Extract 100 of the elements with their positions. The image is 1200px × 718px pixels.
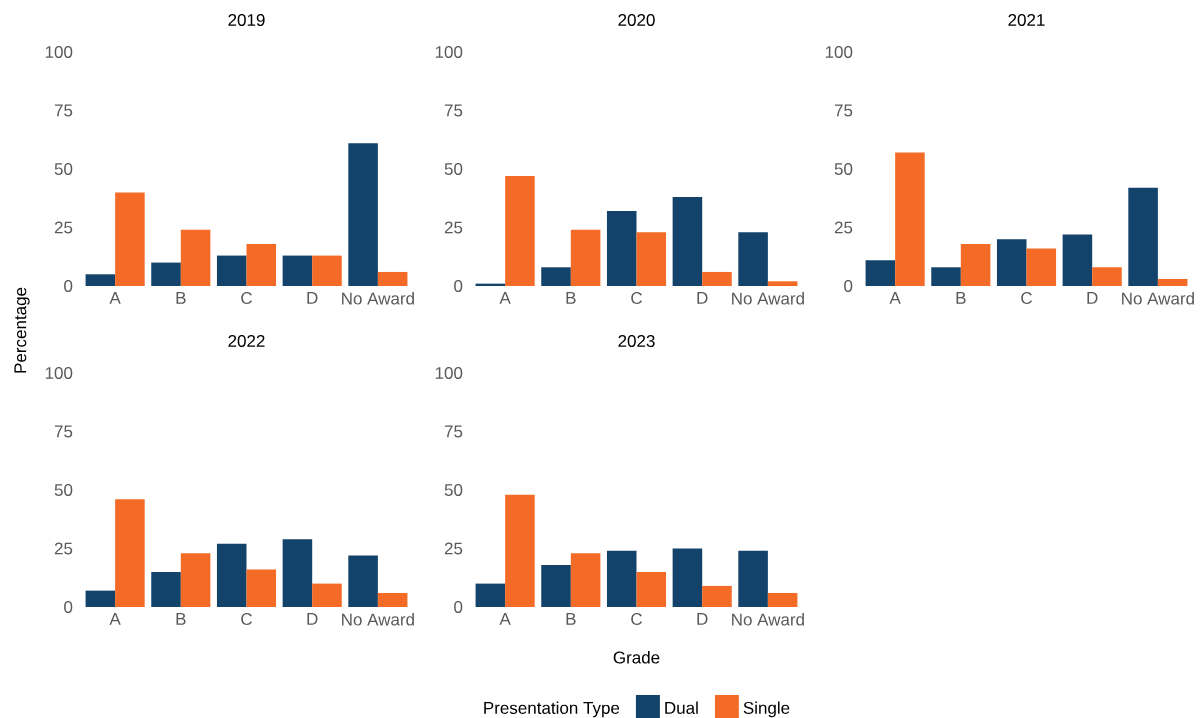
bar <box>996 239 1027 286</box>
bar <box>180 229 211 286</box>
bar <box>672 197 703 286</box>
y-axis-title: Percentage <box>14 287 30 373</box>
bar <box>672 548 703 607</box>
y-tick-label: 25 <box>54 221 73 234</box>
legend-label: Dual <box>665 701 698 714</box>
x-tick-label: No Award <box>732 613 804 626</box>
bar <box>1157 278 1188 286</box>
x-tick-label: B <box>176 292 186 304</box>
x-tick-label: No Award <box>342 613 414 626</box>
y-tick-label: 0 <box>844 279 853 292</box>
bar <box>282 255 313 286</box>
bar <box>767 281 798 286</box>
y-tick-label: 0 <box>454 600 463 614</box>
x-tick-label: C <box>241 613 252 626</box>
y-tick-label: 50 <box>834 162 853 175</box>
y-tick-label: 25 <box>444 542 463 555</box>
bar <box>505 176 535 286</box>
x-tick-label: No Award <box>732 292 804 305</box>
bar <box>767 592 798 607</box>
bar <box>960 243 991 286</box>
chart-title: 2020 <box>618 13 655 26</box>
bar <box>151 571 181 607</box>
y-tick-label: 50 <box>444 162 463 175</box>
x-tick-label: B <box>566 613 576 625</box>
bar <box>1026 248 1057 286</box>
x-tick-label: D <box>1087 292 1098 304</box>
bar <box>377 271 408 286</box>
y-tick-label: 75 <box>54 104 73 117</box>
y-tick-label: 100 <box>435 366 463 380</box>
legend-title: Presentation Type <box>484 701 620 718</box>
x-axis-title: Grade <box>613 651 660 664</box>
bar <box>541 564 571 607</box>
y-tick-label: 75 <box>444 104 463 117</box>
chart-title: 2021 <box>1008 13 1045 26</box>
bar <box>702 271 732 286</box>
y-tick-label: 25 <box>834 221 853 234</box>
bar <box>246 569 277 607</box>
y-tick-label: 0 <box>64 600 73 614</box>
chart-title: 2019 <box>228 13 265 27</box>
y-tick-label: 25 <box>54 542 73 555</box>
x-tick-label: B <box>176 613 186 625</box>
chart-title: 2022 <box>228 334 265 348</box>
bar <box>85 274 116 286</box>
bar <box>606 550 637 607</box>
bar <box>312 255 342 286</box>
x-tick-label: A <box>499 613 511 625</box>
y-tick-label: 0 <box>454 279 463 292</box>
x-tick-label: C <box>631 292 642 305</box>
y-tick-label: 75 <box>834 104 853 117</box>
y-tick-label: 100 <box>435 45 463 58</box>
x-tick-label: No Award <box>1122 292 1194 305</box>
x-tick-label: A <box>109 292 121 304</box>
bar <box>348 143 378 286</box>
bar <box>1062 234 1093 286</box>
y-tick-label: 75 <box>444 425 463 438</box>
bar <box>312 583 342 607</box>
bar <box>738 550 768 607</box>
bar <box>180 553 211 607</box>
bar <box>570 553 601 607</box>
y-tick-label: 50 <box>54 162 73 176</box>
bar <box>151 262 181 286</box>
x-tick-label: D <box>307 613 318 625</box>
y-tick-label: 100 <box>825 45 853 58</box>
x-tick-label: C <box>241 292 252 305</box>
x-tick-label: A <box>109 613 121 625</box>
x-tick-label: C <box>1021 292 1033 305</box>
bar <box>570 229 601 286</box>
bar <box>246 243 277 286</box>
bar <box>636 571 667 607</box>
y-tick-label: 25 <box>444 221 463 234</box>
bar <box>115 192 145 286</box>
bar <box>282 539 313 607</box>
bar <box>738 232 768 286</box>
y-tick-label: 75 <box>54 425 73 438</box>
x-tick-label: A <box>499 292 511 304</box>
bar <box>606 211 637 286</box>
bar <box>216 543 247 607</box>
x-tick-label: A <box>889 292 901 304</box>
bar <box>115 499 145 607</box>
bar <box>216 255 247 286</box>
bar <box>541 267 571 286</box>
y-tick-label: 100 <box>45 45 73 58</box>
bar <box>475 583 506 607</box>
x-tick-label: C <box>631 613 642 626</box>
bar <box>348 555 378 607</box>
y-tick-label: 100 <box>45 366 73 380</box>
x-tick-label: No Award <box>342 292 414 305</box>
bar <box>505 494 535 607</box>
x-tick-label: D <box>307 292 318 304</box>
bar <box>931 267 961 286</box>
x-tick-label: D <box>697 613 708 625</box>
legend-label: Single <box>743 701 790 718</box>
x-tick-label: B <box>956 292 966 304</box>
x-tick-label: B <box>566 292 576 304</box>
x-tick-label: D <box>697 292 708 304</box>
y-tick-label: 0 <box>64 279 73 293</box>
bar <box>1092 267 1122 286</box>
bar <box>377 592 408 607</box>
